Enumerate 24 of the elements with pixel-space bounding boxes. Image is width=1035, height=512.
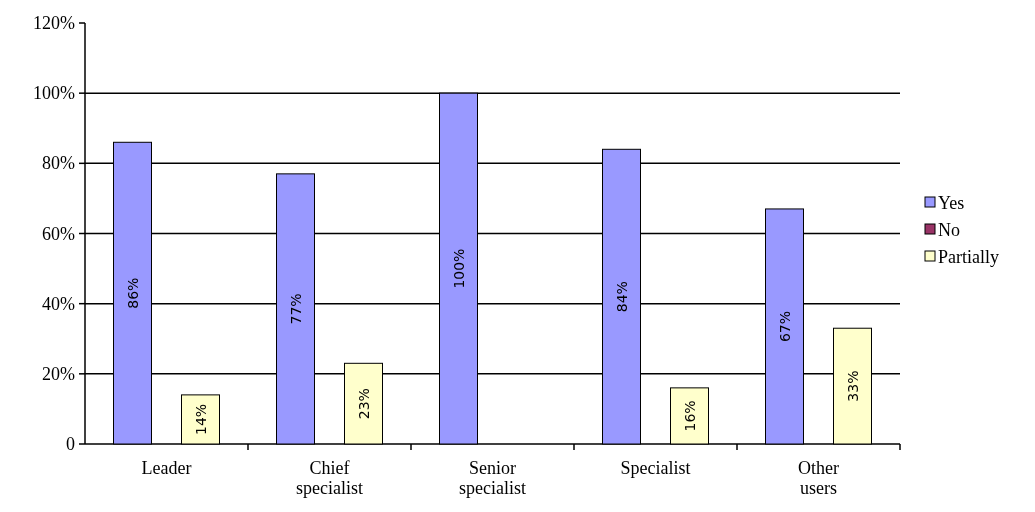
y-tick-label: 40%: [42, 293, 75, 314]
x-tick-label: Other users: [798, 458, 839, 498]
x-tick-label: Leader: [141, 458, 192, 478]
data-label: 16%: [681, 400, 698, 432]
y-tick-label: 80%: [42, 153, 75, 174]
y-tick-label: 20%: [42, 363, 75, 384]
x-tick-label: Chief specialist: [296, 458, 363, 498]
data-label: 23%: [355, 388, 372, 420]
legend-label: Yes: [938, 193, 965, 213]
data-label: 86%: [124, 277, 141, 309]
data-label: 14%: [192, 403, 209, 435]
x-tick-label: Specialist: [620, 458, 691, 478]
data-label: 77%: [287, 293, 304, 325]
y-tick-label: 60%: [42, 223, 75, 244]
data-label: 100%: [450, 248, 467, 289]
x-tick-label: Senior specialist: [459, 458, 526, 498]
y-tick-label: 120%: [33, 13, 75, 33]
legend-label: No: [938, 220, 960, 240]
legend-label: Partially: [938, 247, 999, 267]
data-label: 67%: [776, 310, 793, 343]
data-label: 33%: [844, 370, 861, 402]
y-tick-label: 0: [66, 434, 75, 454]
data-label: 84%: [613, 281, 630, 313]
y-tick-label: 100%: [33, 83, 75, 104]
